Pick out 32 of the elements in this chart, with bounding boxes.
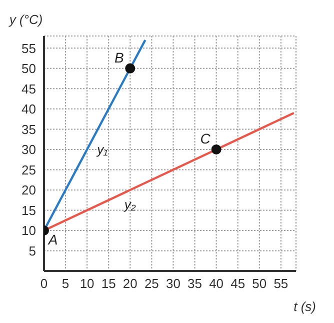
annotation: A bbox=[47, 231, 58, 248]
x-tick-label: 45 bbox=[230, 276, 246, 292]
y-tick-label: 5 bbox=[28, 243, 36, 258]
x-tick-label: 20 bbox=[122, 276, 138, 292]
x-tick-label: 35 bbox=[188, 276, 202, 292]
point bbox=[125, 63, 136, 74]
y-tick-label: 35 bbox=[22, 122, 36, 137]
x-tick-label: 50 bbox=[252, 276, 267, 292]
x-tick-label: 40 bbox=[209, 276, 224, 292]
y-tick-label: 15 bbox=[22, 202, 36, 218]
point bbox=[211, 144, 222, 154]
x-tick-label: 5 bbox=[62, 276, 70, 292]
series-label: y₁ bbox=[96, 142, 108, 158]
y-tick-label: 25 bbox=[22, 162, 36, 178]
x-tick-label: 15 bbox=[101, 276, 116, 292]
y-axis-title: y (°C) bbox=[8, 12, 43, 27]
x-tick-label: 55 bbox=[274, 276, 288, 292]
x-tick-label: 30 bbox=[166, 276, 180, 292]
y-tick-label: 55 bbox=[22, 40, 36, 56]
y-tick-label: 40 bbox=[22, 102, 36, 117]
y-tick-label: 20 bbox=[22, 182, 36, 198]
x-tick-label: 25 bbox=[144, 276, 159, 292]
y-tick-label: 50 bbox=[22, 61, 36, 76]
series-label: y₂ bbox=[123, 197, 136, 212]
x-axis-title: t (s) bbox=[294, 299, 316, 314]
y-tick-label: 30 bbox=[22, 142, 36, 158]
y-tick-label: 10 bbox=[22, 223, 36, 238]
x-tick-label: 10 bbox=[80, 276, 94, 292]
annotation: B bbox=[114, 49, 124, 66]
x-tick-label: 0 bbox=[40, 276, 48, 292]
annotation: C bbox=[200, 130, 212, 146]
y-tick-label: 45 bbox=[22, 81, 36, 96]
